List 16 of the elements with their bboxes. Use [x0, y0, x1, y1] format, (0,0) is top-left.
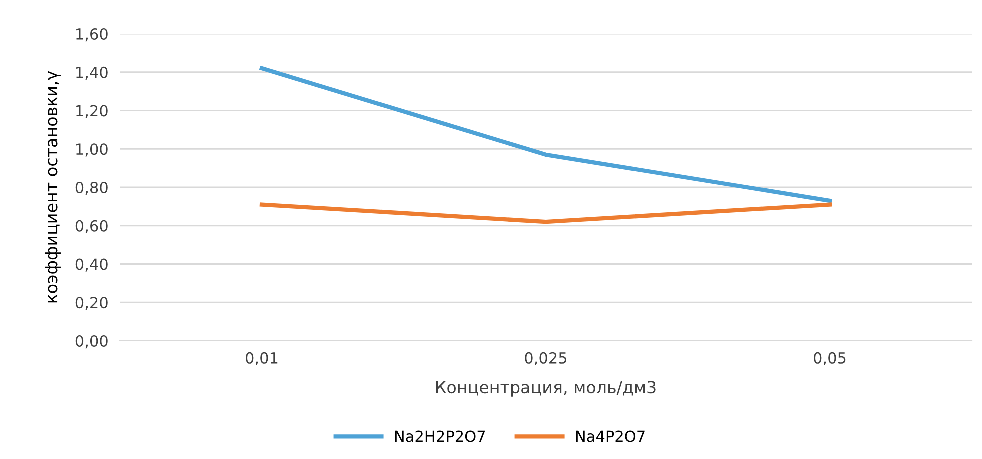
- y-tick-label: 0,00: [76, 335, 108, 349]
- legend-label: Na2H2P2O7: [395, 430, 486, 442]
- y-tick-label: 0,80: [76, 182, 108, 196]
- x-tick-label: 0,025: [525, 352, 567, 366]
- x-tick-label: 0,01: [246, 352, 278, 366]
- y-tick-label: 1,20: [76, 105, 108, 118]
- x-axis-title: Концентрация, моль/дм3: [436, 381, 656, 397]
- y-tick-label: 1,00: [76, 144, 108, 157]
- y-axis-title: коэффициент остановки,γ: [45, 71, 61, 303]
- y-tick-label: 0,40: [76, 258, 108, 272]
- y-tick-label: 0,60: [76, 220, 108, 234]
- y-tick-label: 1,40: [76, 66, 108, 80]
- x-tick-label: 0,05: [814, 352, 846, 366]
- y-tick-label: 0,20: [76, 297, 108, 310]
- y-tick-label: 1,60: [76, 28, 108, 42]
- legend-label: Na4P2O7: [576, 430, 645, 442]
